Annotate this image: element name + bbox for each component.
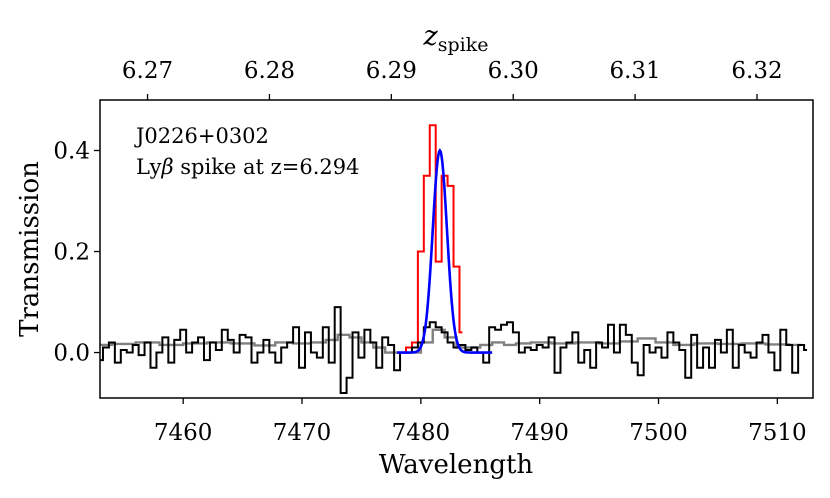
top-axis-label: zspike <box>423 21 489 56</box>
annotation-rest: spike at z=6.294 <box>174 155 360 179</box>
top-tick-label: 6.30 <box>488 58 539 84</box>
x-tick-label: 7490 <box>510 420 569 446</box>
y-tick-label: 0.0 <box>53 341 90 367</box>
top-axis-label-main: z <box>423 21 439 52</box>
top-tick-label: 6.28 <box>244 58 295 84</box>
series-layer <box>100 124 808 394</box>
x-axis-label: Wavelength <box>379 450 534 480</box>
top-tick-label: 6.32 <box>731 58 782 84</box>
x-tick-label: 7480 <box>392 420 451 446</box>
series-model <box>100 328 802 354</box>
x-tick-label: 7500 <box>629 420 688 446</box>
x-tick-label: 7460 <box>154 420 213 446</box>
x-tick-label: 7510 <box>748 420 807 446</box>
y-axis-label: Transmission <box>15 161 45 337</box>
x-tick-label: 7470 <box>273 420 332 446</box>
top-axis-label-sub: spike <box>438 34 489 56</box>
series-transmission <box>100 306 808 394</box>
y-tick-label: 0.2 <box>53 240 90 266</box>
annotation-line1: J0226+0302 <box>134 124 269 148</box>
ticks-layer: 7460 7470 7480 7490 7500 7510 0.0 0.2 0.4 6.27 6.2… <box>53 58 806 446</box>
annotation-line2: Lyβ spike at z=6.294 <box>136 155 359 179</box>
top-tick-label: 6.27 <box>122 58 173 84</box>
series-gaussian-fit <box>397 148 493 354</box>
annotation-ly: Ly <box>136 155 162 179</box>
top-tick-label: 6.31 <box>609 58 660 84</box>
series-spike-flux <box>403 124 463 354</box>
top-tick-label: 6.29 <box>366 58 417 84</box>
annotation-beta: β <box>160 155 173 179</box>
y-tick-label: 0.4 <box>53 139 90 165</box>
plot-frame <box>99 99 814 399</box>
